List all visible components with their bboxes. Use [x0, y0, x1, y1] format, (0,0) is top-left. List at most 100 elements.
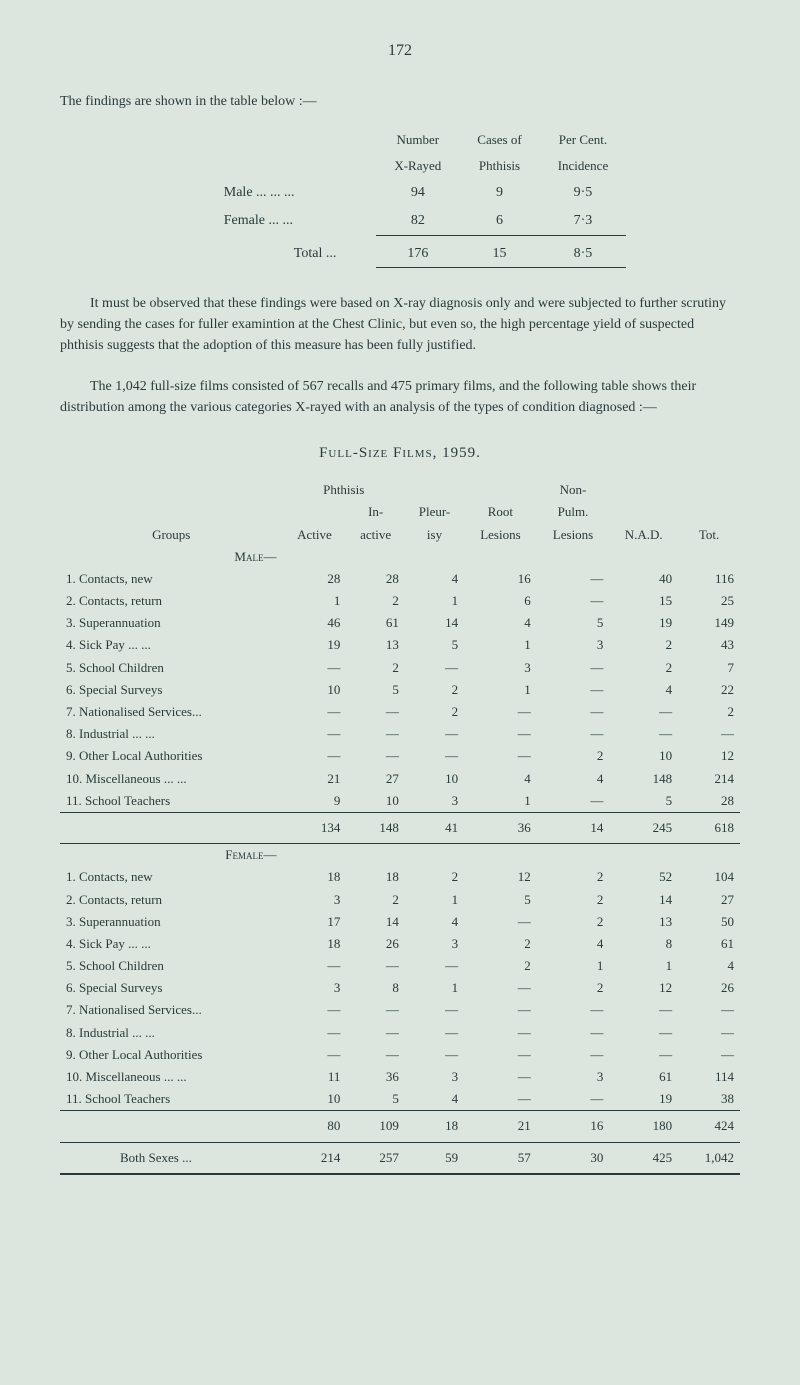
col-xrayed-1: Number: [376, 127, 459, 153]
cell: 2: [464, 933, 537, 955]
cell: —: [282, 955, 346, 977]
table-row: 1. Contacts, new1818212252104: [60, 866, 740, 888]
cell: 1: [405, 889, 464, 911]
cell: 1: [609, 955, 678, 977]
cell: 94: [376, 179, 459, 207]
cell: 3: [282, 889, 346, 911]
cell: 4. Sick Pay ... ...: [60, 933, 282, 955]
cell: —: [346, 723, 405, 745]
cell: 10: [346, 790, 405, 813]
cell: 14: [537, 812, 610, 843]
cell: —: [464, 999, 537, 1021]
cell: 2: [405, 701, 464, 723]
cell: —: [405, 1022, 464, 1044]
cell: 148: [346, 812, 405, 843]
table-row: 6. Special Surveys10521—422: [60, 679, 740, 701]
table-row: Male ... ... ... 94 9 9·5: [174, 179, 626, 207]
cell: 8. Industrial ... ...: [60, 723, 282, 745]
cell: 82: [376, 207, 459, 235]
row-label: Total ...: [174, 235, 377, 268]
cell: 3: [405, 933, 464, 955]
col-nad: N.A.D.: [609, 524, 678, 546]
cell: —: [537, 657, 610, 679]
cell: 2. Contacts, return: [60, 590, 282, 612]
cell: 46: [282, 612, 346, 634]
intro-text: The findings are shown in the table belo…: [60, 92, 740, 112]
cell: 6: [459, 207, 539, 235]
col-cases-2: Phthisis: [459, 153, 539, 179]
cell: 52: [609, 866, 678, 888]
cell: 1: [537, 955, 610, 977]
cell: 50: [678, 911, 740, 933]
cell: 424: [678, 1111, 740, 1142]
cell: —: [609, 701, 678, 723]
cell: 114: [678, 1066, 740, 1088]
cell: —: [464, 701, 537, 723]
cell: 5: [609, 790, 678, 813]
table-row: 3. Superannuation4661144519149: [60, 612, 740, 634]
cell: —: [537, 590, 610, 612]
subtotal-row: 134148413614245618: [60, 812, 740, 843]
cell: —: [464, 745, 537, 767]
cell: 36: [464, 812, 537, 843]
table-row: 8. Industrial ... ...———————: [60, 1022, 740, 1044]
cell: 3: [537, 1066, 610, 1088]
cell: 245: [609, 812, 678, 843]
cell: 7. Nationalised Services...: [60, 701, 282, 723]
cell: 27: [678, 889, 740, 911]
cell: 10. Miscellaneous ... ...: [60, 768, 282, 790]
cell: —: [405, 723, 464, 745]
col-tot: Tot.: [678, 524, 740, 546]
cell: 3. Superannuation: [60, 612, 282, 634]
cell: 149: [678, 612, 740, 634]
cell: 425: [609, 1142, 678, 1174]
table-row: Female ... ... 82 6 7·3: [174, 207, 626, 235]
cell: 1: [405, 590, 464, 612]
cell: 4: [678, 955, 740, 977]
cell: 2: [537, 889, 610, 911]
col-active: Active: [282, 524, 346, 546]
cell: 5: [464, 889, 537, 911]
cell: 2: [464, 955, 537, 977]
cell: 16: [537, 1111, 610, 1142]
cell: 10: [282, 1088, 346, 1111]
cell: —: [537, 568, 610, 590]
cell: 18: [282, 866, 346, 888]
cell: 214: [282, 1142, 346, 1174]
table-row: 9. Other Local Authorities———————: [60, 1044, 740, 1066]
cell: 61: [609, 1066, 678, 1088]
col-root-1: Root: [464, 501, 537, 523]
cell: 4: [405, 568, 464, 590]
cell: 6: [464, 590, 537, 612]
cell: 80: [282, 1111, 346, 1142]
cell: 27: [346, 768, 405, 790]
cell: 19: [282, 634, 346, 656]
male-heading: Male—: [60, 546, 282, 568]
cell: 9: [282, 790, 346, 813]
paragraph-2: The 1,042 full-size films consisted of 5…: [60, 376, 740, 418]
table-row: Total ... 176 15 8·5: [174, 235, 626, 268]
cell: 28: [282, 568, 346, 590]
cell: 109: [346, 1111, 405, 1142]
cell: 57: [464, 1142, 537, 1174]
table-row: 10. Miscellaneous ... ...11363—361114: [60, 1066, 740, 1088]
cell: 19: [609, 1088, 678, 1111]
cell: 5. School Children: [60, 657, 282, 679]
cell: 1: [282, 590, 346, 612]
cell: 4: [537, 933, 610, 955]
cell: —: [346, 1044, 405, 1066]
col-pleur-2: isy: [405, 524, 464, 546]
cell: —: [537, 679, 610, 701]
cell: —: [405, 745, 464, 767]
cell: 2: [405, 679, 464, 701]
cell: 10. Miscellaneous ... ...: [60, 1066, 282, 1088]
cell: 14: [609, 889, 678, 911]
cell: 15: [459, 235, 539, 268]
cell: 7·3: [540, 207, 627, 235]
cell: 2: [537, 977, 610, 999]
cell: 5: [537, 612, 610, 634]
cell: —: [609, 1022, 678, 1044]
cell: 10: [282, 679, 346, 701]
cell: 11. School Teachers: [60, 790, 282, 813]
cell: —: [464, 1088, 537, 1111]
